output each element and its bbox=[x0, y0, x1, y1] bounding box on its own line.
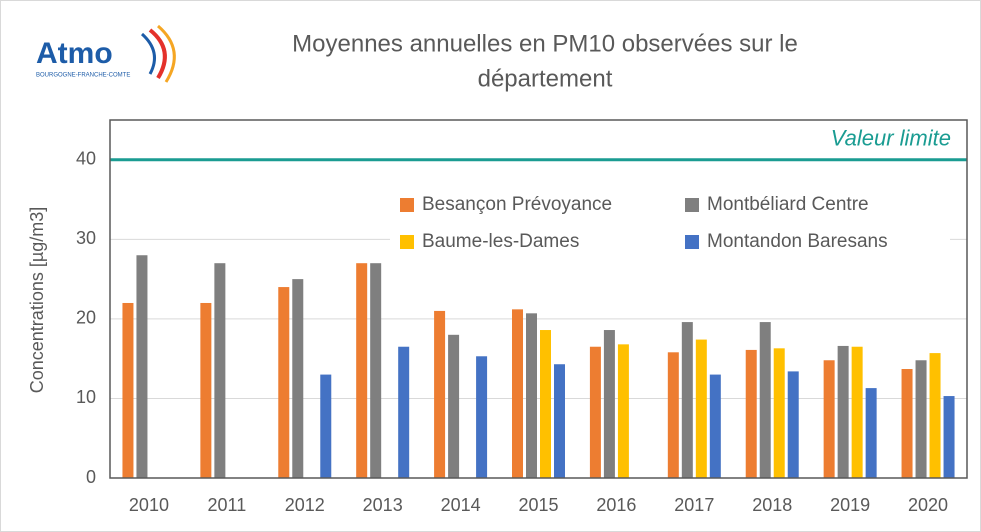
bar bbox=[603, 330, 615, 478]
legend-box bbox=[390, 188, 950, 260]
bar bbox=[278, 287, 290, 478]
legend-label: Montandon Baresans bbox=[707, 231, 888, 252]
y-tick-label: 20 bbox=[76, 308, 96, 328]
bar bbox=[901, 369, 913, 478]
logo-name: Atmo bbox=[36, 37, 113, 70]
chart-title: Moyennes annuelles en PM10 observées sur… bbox=[292, 30, 798, 57]
bar bbox=[589, 346, 601, 478]
legend-label: Montbéliard Centre bbox=[707, 194, 869, 215]
bar bbox=[837, 345, 849, 478]
x-tick-label: 2020 bbox=[908, 495, 948, 515]
x-tick-label: 2019 bbox=[830, 495, 870, 515]
legend-label: Baume-les-Dames bbox=[422, 231, 579, 252]
bar bbox=[122, 302, 134, 478]
bar bbox=[398, 346, 410, 478]
y-tick-label: 0 bbox=[86, 467, 96, 487]
x-tick-label: 2015 bbox=[518, 495, 558, 515]
bar bbox=[512, 309, 523, 478]
reference-label: Valeur limite bbox=[831, 126, 951, 151]
logo-arc bbox=[148, 28, 167, 80]
x-tick-label: 2011 bbox=[208, 495, 247, 515]
bar bbox=[667, 352, 679, 478]
bar bbox=[214, 263, 226, 478]
x-tick-label: 2012 bbox=[285, 495, 325, 515]
x-tick-label: 2016 bbox=[596, 495, 636, 515]
bar bbox=[759, 322, 771, 478]
bar bbox=[356, 263, 368, 478]
logo: Atmo BOURGOGNE-FRANCHE-COMTE bbox=[36, 24, 176, 83]
bar bbox=[434, 310, 446, 478]
bar bbox=[915, 360, 927, 478]
logo-arc bbox=[157, 24, 176, 83]
bar bbox=[200, 302, 212, 478]
x-tick-label: 2010 bbox=[129, 495, 169, 515]
bar bbox=[526, 313, 537, 478]
bar bbox=[136, 255, 148, 478]
bar bbox=[823, 360, 835, 478]
bar bbox=[851, 346, 863, 478]
y-tick-label: 30 bbox=[76, 228, 96, 248]
y-tick-label: 10 bbox=[76, 387, 96, 407]
legend-label: Besançon Prévoyance bbox=[422, 194, 612, 215]
bar bbox=[709, 374, 721, 478]
bar bbox=[540, 330, 551, 478]
bar bbox=[554, 364, 565, 478]
bar bbox=[681, 322, 693, 478]
bar bbox=[773, 348, 785, 478]
bar bbox=[370, 263, 382, 478]
plot-border bbox=[109, 119, 968, 479]
legend-swatch bbox=[400, 198, 414, 212]
x-tick-label: 2018 bbox=[752, 495, 792, 515]
x-tick-label: 2017 bbox=[674, 495, 714, 515]
bar bbox=[943, 396, 955, 478]
bar bbox=[695, 339, 707, 478]
bar bbox=[929, 353, 941, 478]
y-axis-label: Concentrations [µg/m3] bbox=[27, 207, 47, 393]
legend-swatch bbox=[400, 235, 414, 249]
bar bbox=[448, 334, 460, 478]
logo-region: BOURGOGNE-FRANCHE-COMTE bbox=[36, 73, 130, 79]
bar bbox=[865, 388, 877, 478]
x-tick-label: 2013 bbox=[363, 495, 403, 515]
logo-arc bbox=[140, 32, 156, 75]
x-tick-label: 2014 bbox=[441, 495, 481, 515]
y-tick-label: 40 bbox=[76, 149, 96, 169]
bar bbox=[617, 344, 629, 478]
legend-swatch bbox=[685, 198, 699, 212]
bar bbox=[320, 374, 332, 478]
legend-swatch bbox=[685, 235, 699, 249]
bar bbox=[292, 279, 304, 478]
bar bbox=[745, 349, 757, 478]
chart-title: département bbox=[478, 65, 613, 92]
bar bbox=[787, 371, 799, 478]
bar bbox=[476, 356, 488, 478]
